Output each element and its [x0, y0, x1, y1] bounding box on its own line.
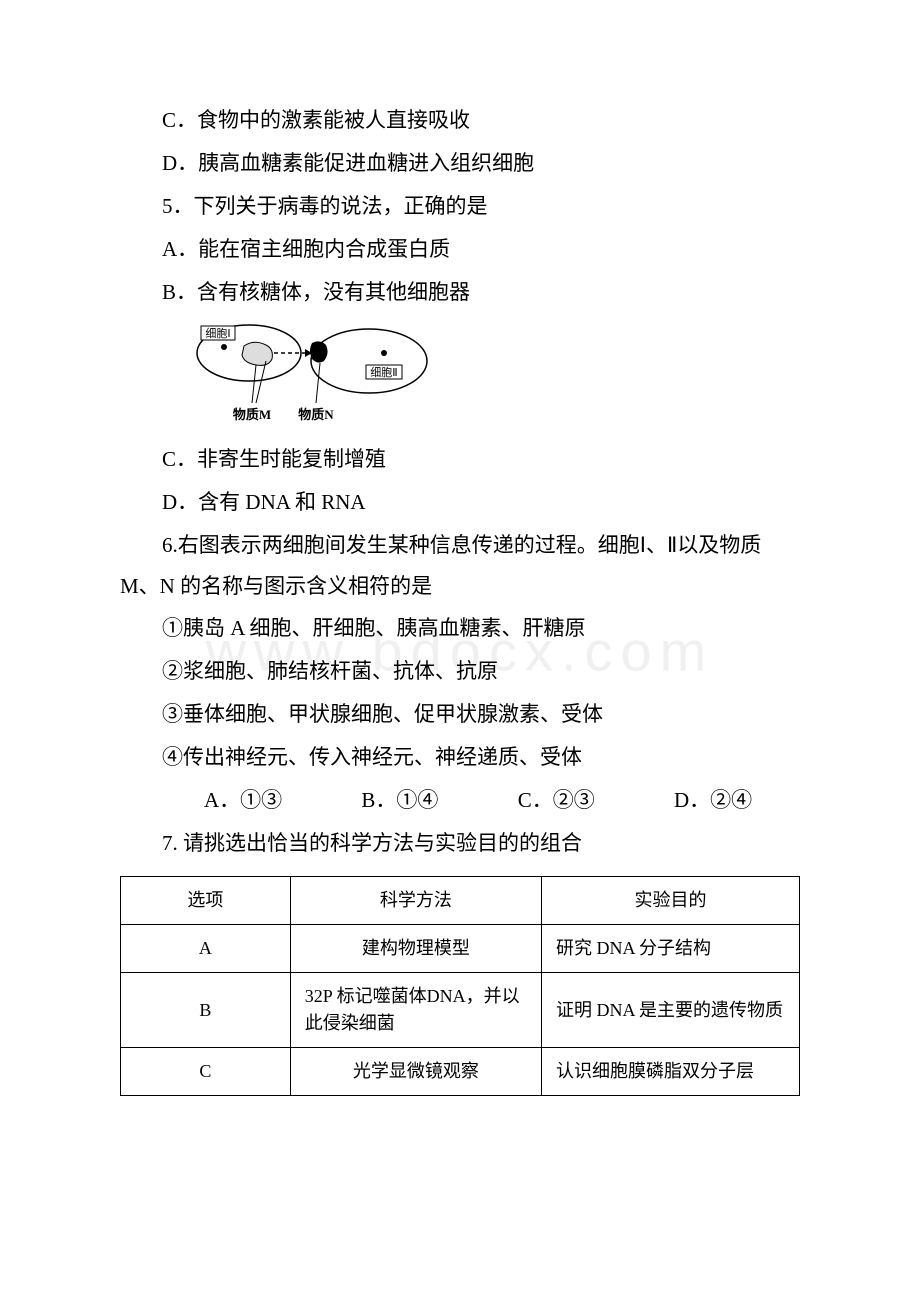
th-purpose: 实验目的 [541, 877, 799, 925]
q6-choices: A．①③ B．①④ C．②③ D．②④ [120, 780, 800, 821]
table-header-row: 选项 科学方法 实验目的 [121, 877, 800, 925]
q5-opt-b: B．含有核糖体，没有其他细胞器 [120, 272, 800, 313]
q6: 6.右图表示两细胞间发生某种信息传递的过程。细胞Ⅰ、Ⅱ以及物质 M、N 的名称与… [120, 525, 800, 822]
cell-method: 光学显微镜观察 [290, 1048, 541, 1096]
q6-item3: ③垂体细胞、甲状腺细胞、促甲状腺激素、受体 [120, 694, 800, 735]
cell-opt: C [121, 1048, 291, 1096]
cell-purpose: 研究 DNA 分子结构 [541, 925, 799, 973]
cell-opt: A [121, 925, 291, 973]
q4-options: C．食物中的激素能被人直接吸收 D．胰高血糖素能促进血糖进入组织细胞 [120, 100, 800, 184]
th-option: 选项 [121, 877, 291, 925]
diagram-cell2-label: 细胞Ⅱ [370, 366, 397, 379]
q7-stem: 7. 请挑选出恰当的科学方法与实验目的的组合 [120, 823, 800, 864]
diagram-cell1-label: 细胞Ⅰ [205, 327, 230, 340]
diagram-m-label: 物质M [232, 407, 270, 422]
q6-choice-c: C．②③ [476, 780, 595, 821]
q6-choice-d: D．②④ [632, 780, 752, 821]
table-row: A 建构物理模型 研究 DNA 分子结构 [121, 925, 800, 973]
cell-method: 32P 标记噬菌体DNA，并以此侵染细菌 [290, 973, 541, 1048]
q6-choice-b: B．①④ [319, 780, 438, 821]
q6-item1: ①胰岛 A 细胞、肝细胞、胰高血糖素、肝糖原 [120, 608, 800, 649]
cell-purpose: 证明 DNA 是主要的遗传物质 [541, 973, 799, 1048]
q4-opt-c: C．食物中的激素能被人直接吸收 [120, 100, 800, 141]
cell-method: 建构物理模型 [290, 925, 541, 973]
q5-opt-c: C．非寄生时能复制增殖 [120, 439, 800, 480]
table-row: C 光学显微镜观察 认识细胞膜磷脂双分子层 [121, 1048, 800, 1096]
q6-item2: ②浆细胞、肺结核杆菌、抗体、抗原 [120, 651, 800, 692]
cell-opt: B [121, 973, 291, 1048]
q5: 5．下列关于病毒的说法，正确的是 A．能在宿主细胞内合成蛋白质 B．含有核糖体，… [120, 186, 800, 523]
q5-opt-a: A．能在宿主细胞内合成蛋白质 [120, 229, 800, 270]
cell-diagram: 细胞Ⅰ 细胞Ⅱ 物质M 物质N [194, 321, 801, 431]
q5-stem: 5．下列关于病毒的说法，正确的是 [120, 186, 800, 227]
cell-purpose: 认识细胞膜磷脂双分子层 [541, 1048, 799, 1096]
q6-choice-a: A．①③ [162, 780, 282, 821]
diagram-n-label: 物质N [298, 407, 334, 422]
table-row: B 32P 标记噬菌体DNA，并以此侵染细菌 证明 DNA 是主要的遗传物质 [121, 973, 800, 1048]
q5-opt-d: D．含有 DNA 和 RNA [120, 482, 800, 523]
q6-stem: 6.右图表示两细胞间发生某种信息传递的过程。细胞Ⅰ、Ⅱ以及物质 M、N 的名称与… [120, 525, 800, 607]
q4-opt-d: D．胰高血糖素能促进血糖进入组织细胞 [120, 143, 800, 184]
q7-table: 选项 科学方法 实验目的 A 建构物理模型 研究 DNA 分子结构 B 32P … [120, 876, 800, 1096]
q7: 7. 请挑选出恰当的科学方法与实验目的的组合 选项 科学方法 实验目的 A 建构… [120, 823, 800, 1096]
th-method: 科学方法 [290, 877, 541, 925]
q6-item4: ④传出神经元、传入神经元、神经递质、受体 [120, 737, 800, 778]
